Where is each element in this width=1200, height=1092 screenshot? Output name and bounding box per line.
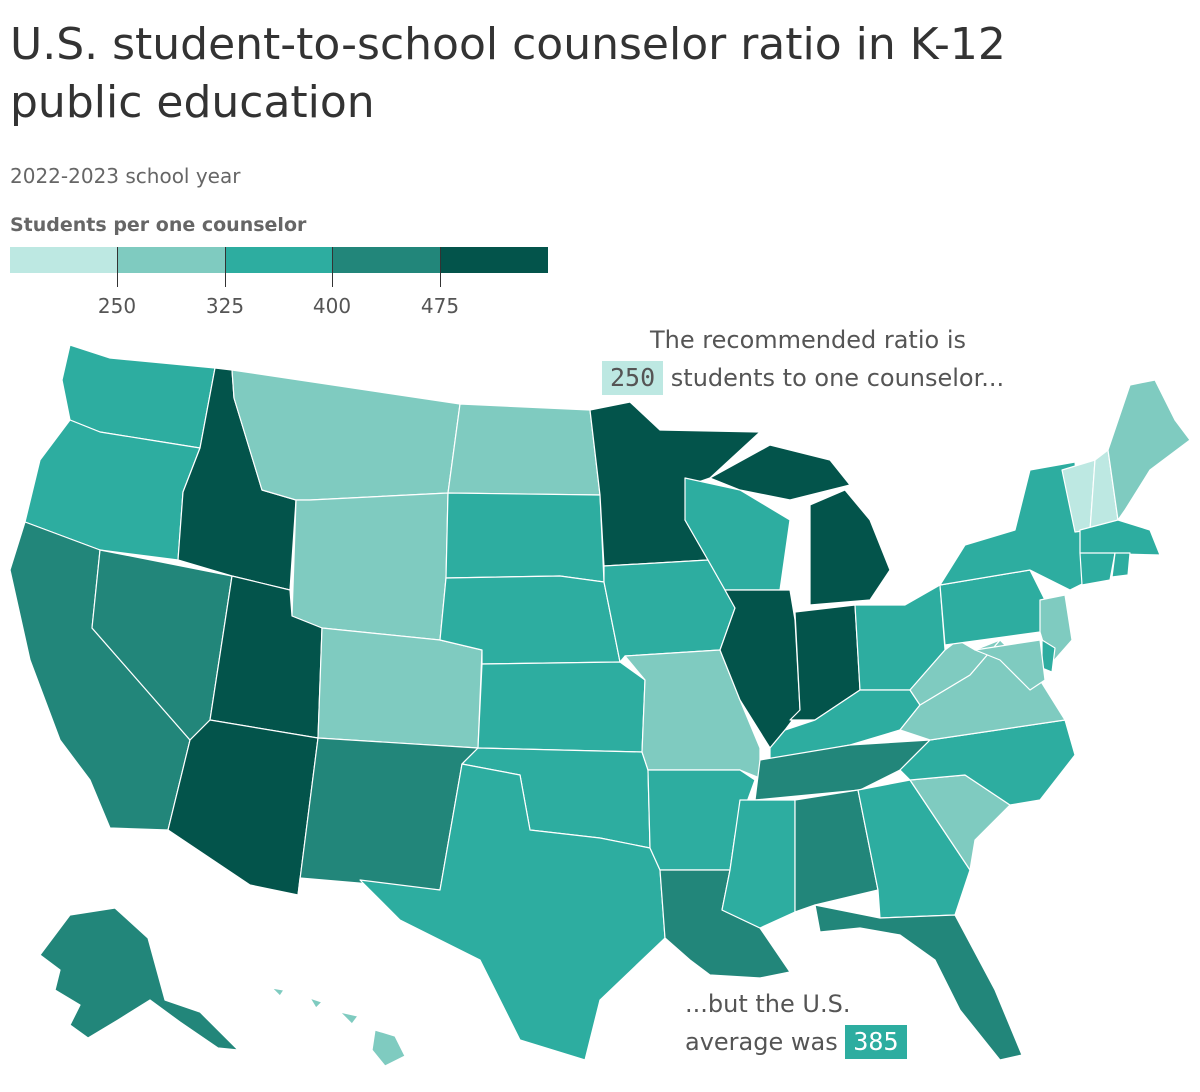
average-label-2: average was (685, 1028, 838, 1056)
legend-bin-4 (332, 247, 441, 273)
legend-tick (225, 247, 226, 287)
state-montana[interactable] (231, 369, 461, 501)
state-texas[interactable] (359, 763, 666, 1061)
legend-tick (117, 247, 118, 287)
state-maryland[interactable] (974, 639, 1046, 691)
state-kansas[interactable] (477, 661, 646, 753)
recommended-annotation: 250 students to one counselor... (602, 360, 1004, 396)
us-state-map (9, 344, 1191, 1067)
chart-subtitle: 2022-2023 school year (10, 164, 241, 188)
state-alaska[interactable] (39, 907, 239, 1051)
state-florida[interactable] (814, 904, 1023, 1061)
legend-bin-2 (117, 247, 226, 273)
state-south-dakota[interactable] (445, 492, 605, 583)
legend-color-scale (10, 247, 548, 273)
legend-title: Students per one counselor (10, 214, 307, 236)
legend-bin-5 (440, 247, 548, 273)
state-connecticut[interactable] (1079, 552, 1116, 586)
legend-label-250: 250 (97, 294, 137, 318)
legend-bin-3 (225, 247, 333, 273)
recommended-value-badge: 250 (602, 361, 664, 395)
state-massachusetts[interactable] (1079, 519, 1161, 556)
state-wyoming[interactable] (291, 492, 449, 641)
recommended-label: The recommended ratio is (650, 326, 966, 354)
state-north-dakota[interactable] (447, 403, 601, 496)
state-rhode-island[interactable] (1111, 552, 1131, 578)
state-maine[interactable] (1107, 379, 1191, 521)
state-west-virginia[interactable] (909, 639, 1001, 706)
legend-label-325: 325 (205, 294, 245, 318)
legend-bin-1 (10, 247, 118, 273)
state-hawaii[interactable] (271, 987, 406, 1067)
legend-tick (332, 247, 333, 287)
state-michigan[interactable] (709, 444, 891, 606)
chart-title: U.S. student-to-school counselor ratio i… (10, 19, 1006, 128)
legend-tick (440, 247, 441, 287)
average-label: ...but the U.S. (685, 990, 851, 1018)
state-iowa[interactable] (603, 559, 736, 663)
average-annotation: average was 385 (685, 1024, 907, 1060)
state-colorado[interactable] (317, 627, 483, 749)
state-arizona[interactable] (167, 719, 319, 896)
average-value-badge: 385 (845, 1025, 907, 1059)
state-north-carolina[interactable] (899, 719, 1076, 806)
state-alabama[interactable] (794, 789, 879, 913)
legend-label-475: 475 (420, 294, 460, 318)
recommended-label-2: students to one counselor... (670, 364, 1005, 392)
legend-label-400: 400 (312, 294, 352, 318)
